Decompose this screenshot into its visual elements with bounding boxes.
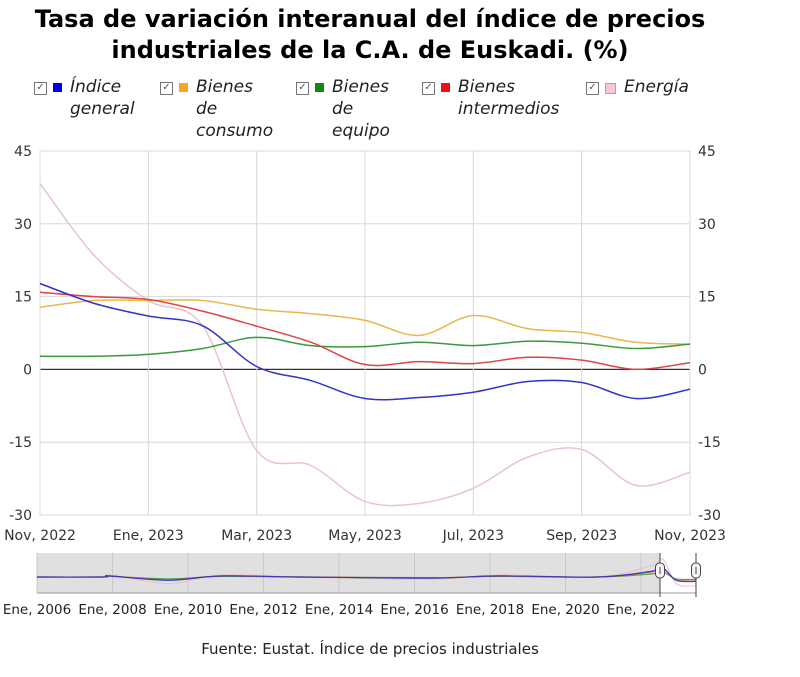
y-tick-label-right: 30 <box>698 217 716 233</box>
chart-title: Tasa de variación interanual del índice … <box>34 5 706 64</box>
y-tick-label-right: -15 <box>698 435 721 451</box>
x-tick-label: Mar, 2023 <box>221 528 292 544</box>
checkbox-icon[interactable]: ✓ <box>34 82 47 95</box>
legend-item[interactable]: ✓ Bienes intermedios <box>422 76 578 142</box>
navigator-background <box>37 553 660 593</box>
navigator-series-line <box>36 558 697 587</box>
legend-swatch <box>53 83 62 92</box>
chart: 45 45 30 30 15 15 0 0 -15 -15 -30 -30 Nov, 2022 Ene, … <box>3 144 726 618</box>
legend-swatch <box>605 83 616 94</box>
navigator-label: Ene, 2012 <box>229 602 297 618</box>
y-tick-label-right: 45 <box>698 144 716 160</box>
legend-item[interactable]: ✓ Energía <box>586 76 706 142</box>
navigator-label: Ene, 2010 <box>154 602 222 618</box>
checkbox-icon[interactable]: ✓ <box>296 82 309 95</box>
navigator-label: Ene, 2006 <box>3 602 71 618</box>
series-line-bienes-de-equipo[interactable] <box>39 336 691 358</box>
y-tick-label-right: 0 <box>698 362 707 378</box>
y-tick-label-right: -30 <box>698 508 721 524</box>
legend: ✓ Índice general ✓ Bienes de consumo ✓ Bienes de e… <box>34 76 714 142</box>
navigator-label: Ene, 2020 <box>531 602 599 618</box>
y-tick-label-left: 45 <box>14 144 32 160</box>
checkbox-icon[interactable]: ✓ <box>422 82 435 95</box>
legend-label: Bienes intermedios <box>458 77 560 119</box>
legend-item[interactable]: ✓ Bienes de consumo <box>160 76 288 142</box>
legend-label: Energía <box>624 77 689 97</box>
navigator-label: Ene, 2022 <box>607 602 675 618</box>
x-tick-label: Nov, 2022 <box>4 528 76 544</box>
series-line-bienes-intermedios[interactable] <box>39 291 691 371</box>
navigator-label: Ene, 2008 <box>78 602 146 618</box>
legend-label: Bienes de consumo <box>196 77 274 141</box>
legend-item[interactable]: ✓ Índice general <box>34 76 152 142</box>
y-tick-label-left: 30 <box>14 217 32 233</box>
legend-swatch <box>441 83 450 92</box>
series-line--ndice-general[interactable] <box>39 282 691 401</box>
legend-label: Índice general <box>70 77 135 119</box>
source-note: Fuente: Eustat. Índice de precios indust… <box>201 640 539 658</box>
legend-label: Bienes de equipo <box>332 77 390 141</box>
x-tick-label: Jul, 2023 <box>442 528 504 544</box>
legend-item[interactable]: ✓ Bienes de equipo <box>296 76 414 142</box>
y-tick-label-left: -15 <box>9 435 32 451</box>
series-line-bienes-de-consumo[interactable] <box>39 299 691 345</box>
navigator-label: Ene, 2018 <box>456 602 524 618</box>
y-tick-label-left: -30 <box>9 508 32 524</box>
y-tick-label-left: 0 <box>23 362 32 378</box>
navigator-label: Ene, 2016 <box>380 602 448 618</box>
x-tick-label: Nov, 2023 <box>654 528 726 544</box>
legend-swatch <box>315 83 324 92</box>
y-tick-label-right: 15 <box>698 290 716 306</box>
checkbox-icon[interactable]: ✓ <box>160 82 173 95</box>
legend-swatch <box>179 83 188 92</box>
navigator-label: Ene, 2014 <box>305 602 373 618</box>
y-tick-label-left: 15 <box>14 290 32 306</box>
x-tick-label: May, 2023 <box>328 528 401 544</box>
checkbox-icon[interactable]: ✓ <box>586 82 599 95</box>
x-tick-label: Sep, 2023 <box>546 528 617 544</box>
x-tick-label: Ene, 2023 <box>113 528 184 544</box>
